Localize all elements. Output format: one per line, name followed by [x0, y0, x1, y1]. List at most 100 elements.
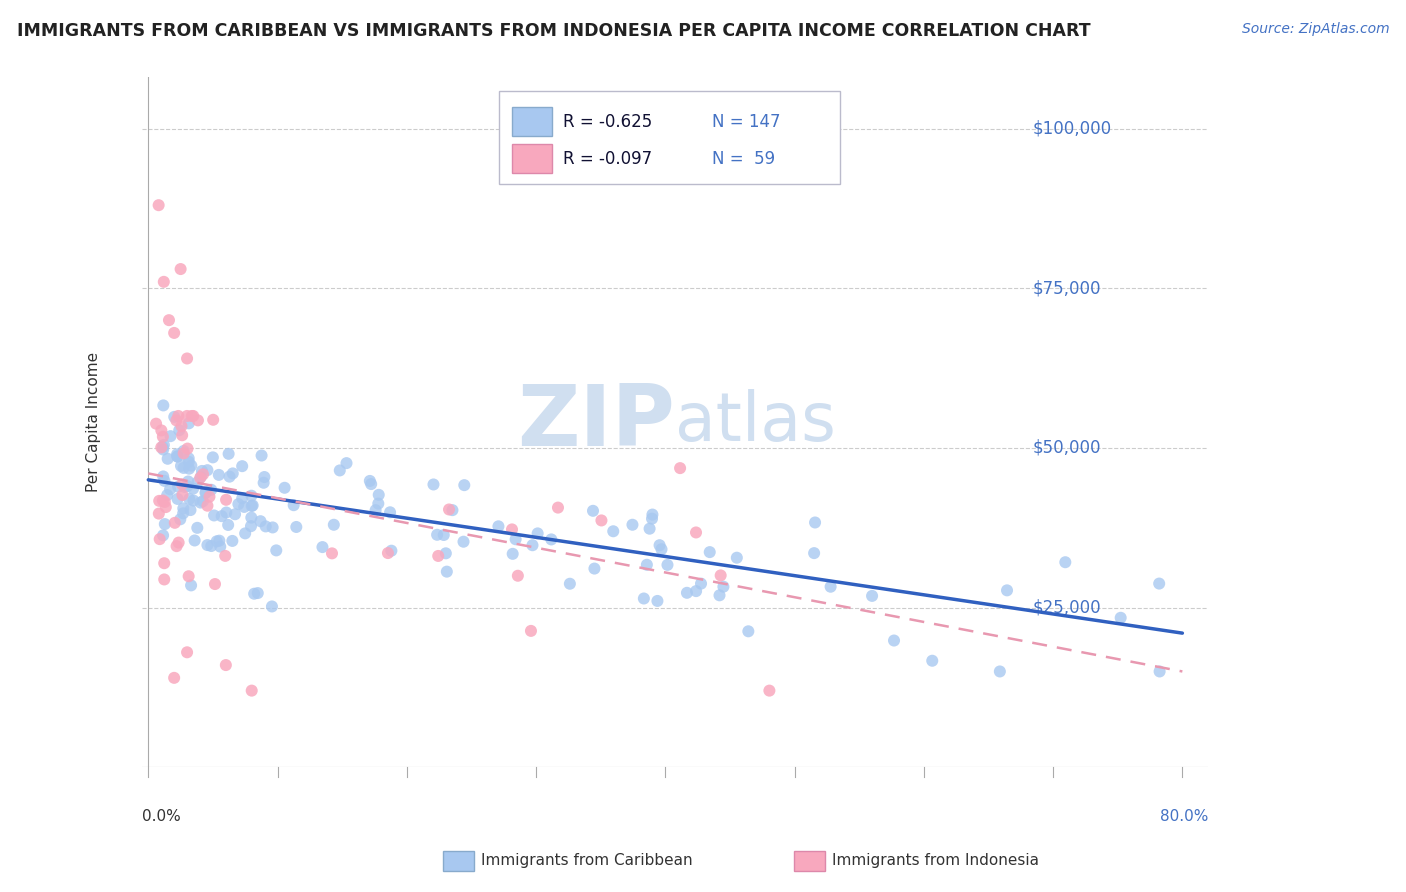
Point: [285, 520, 308, 534]
Point: [183, 493, 205, 508]
Point: [253, 470, 276, 484]
Point: [647, 594, 669, 608]
Point: [152, 440, 174, 454]
Point: [602, 524, 624, 539]
Point: [149, 532, 172, 546]
Point: [177, 417, 200, 431]
Point: [426, 528, 449, 542]
Point: [170, 419, 193, 434]
FancyBboxPatch shape: [512, 145, 553, 173]
Point: [176, 442, 198, 456]
Point: [153, 275, 176, 289]
Point: [422, 477, 444, 491]
Point: [222, 467, 245, 481]
Point: [200, 483, 222, 497]
Point: [690, 576, 713, 591]
Point: [166, 450, 188, 464]
Point: [804, 516, 827, 530]
Point: [283, 498, 305, 512]
Point: [181, 482, 204, 496]
Point: [233, 500, 256, 514]
Point: [231, 491, 253, 506]
Point: [233, 526, 256, 541]
Point: [921, 654, 943, 668]
Point: [172, 501, 194, 516]
FancyBboxPatch shape: [512, 107, 553, 136]
Point: [191, 494, 214, 508]
Point: [145, 417, 167, 431]
Point: [322, 517, 344, 532]
Point: [148, 198, 170, 212]
Point: [240, 683, 263, 698]
Point: [709, 588, 731, 602]
Text: IMMIGRANTS FROM CARIBBEAN VS IMMIGRANTS FROM INDONESIA PER CAPITA INCOME CORRELA: IMMIGRANTS FROM CARIBBEAN VS IMMIGRANTS …: [17, 22, 1091, 40]
Point: [725, 550, 748, 565]
Point: [253, 475, 276, 490]
Point: [176, 351, 198, 366]
Point: [540, 533, 562, 547]
Point: [434, 546, 457, 560]
Point: [488, 519, 510, 533]
Point: [208, 467, 231, 482]
Point: [215, 506, 238, 520]
Point: [240, 489, 263, 503]
Point: [177, 475, 200, 489]
Point: [152, 469, 174, 483]
Point: [197, 499, 219, 513]
Text: ZIP: ZIP: [517, 381, 675, 464]
Point: [883, 633, 905, 648]
Point: [150, 441, 173, 455]
Point: [335, 456, 357, 470]
Point: [669, 461, 692, 475]
Point: [221, 533, 243, 548]
Point: [321, 546, 343, 560]
Point: [260, 599, 283, 614]
Point: [526, 526, 548, 541]
Point: [172, 506, 194, 520]
Text: Immigrants from Caribbean: Immigrants from Caribbean: [481, 854, 693, 868]
Point: [329, 463, 352, 477]
Point: [380, 543, 402, 558]
Point: [179, 503, 201, 517]
Point: [205, 534, 228, 549]
Point: [591, 513, 613, 527]
Point: [988, 665, 1011, 679]
Point: [641, 511, 664, 525]
Point: [231, 459, 253, 474]
Point: [520, 624, 543, 638]
Point: [254, 519, 277, 533]
Point: [173, 444, 195, 458]
Text: $100,000: $100,000: [1032, 120, 1111, 137]
Point: [1054, 555, 1077, 569]
Point: [215, 658, 238, 673]
Point: [163, 671, 186, 685]
Point: [1109, 611, 1132, 625]
Point: [172, 428, 194, 442]
Point: [202, 413, 225, 427]
Point: [242, 499, 264, 513]
Point: [167, 409, 190, 423]
Point: [153, 474, 176, 488]
Point: [367, 497, 389, 511]
Text: atlas: atlas: [675, 389, 837, 455]
Point: [176, 645, 198, 659]
Point: [217, 518, 239, 533]
Point: [159, 482, 181, 496]
Point: [820, 580, 842, 594]
Point: [190, 469, 212, 483]
Point: [215, 492, 238, 507]
Point: [197, 538, 219, 552]
Text: N = 147: N = 147: [713, 112, 780, 130]
Point: [177, 569, 200, 583]
Point: [177, 451, 200, 466]
Point: [364, 503, 387, 517]
Point: [633, 591, 655, 606]
Point: [657, 558, 679, 572]
Point: [153, 517, 176, 532]
Point: [166, 491, 188, 506]
Text: $50,000: $50,000: [1032, 439, 1101, 457]
Point: [685, 584, 707, 599]
Point: [547, 500, 569, 515]
Point: [152, 493, 174, 508]
Point: [699, 545, 721, 559]
